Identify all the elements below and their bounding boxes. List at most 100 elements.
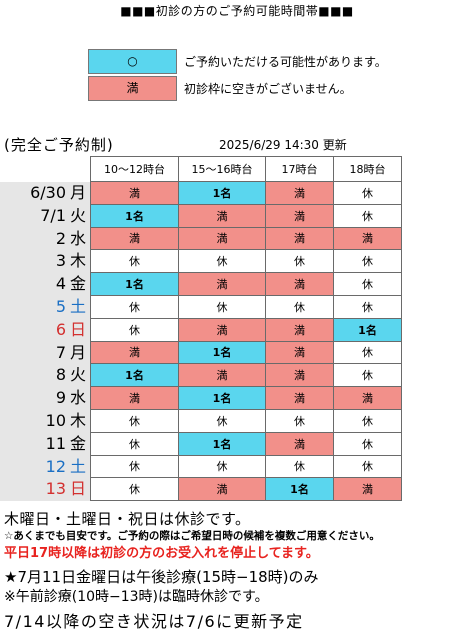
slot-cell: 休 [333,272,402,296]
slot-cell: 休 [265,454,334,479]
weekday: 金 [69,274,86,294]
table-row: 休休休休 [90,408,402,433]
slot-cell: 休 [265,294,334,319]
slot-cell: 満 [265,363,334,388]
legend-full-swatch: 満 [88,76,177,101]
slot-cell: 休 [90,431,179,456]
table-header-row: 10〜12時台 15〜16時台 17時台 18時台 [90,156,402,182]
slot-cell: 1名 [178,340,266,365]
slot-cell: 休 [333,203,402,228]
schedule-table: 10〜12時台 15〜16時台 17時台 18時台 満 1名満休 1名満満休満満満満… [90,156,402,502]
slot-cell: 満 [178,477,266,502]
slot-cell: 満 [265,431,334,456]
slot-cell: 休 [178,408,266,433]
date-number: 4 [55,274,66,294]
date-label: 6/30 月 [0,182,90,205]
slot-cell: 満 [178,203,266,228]
slot-cell: 満 [265,203,334,228]
slot-cell: 休 [90,408,179,433]
slot-cell: 休 [333,340,402,365]
table-row: 休休休休 [90,454,402,479]
date-number: 7/1 [40,205,66,225]
slot-cell: 休 [178,294,266,319]
slot-cell: 休 [90,294,179,319]
slot-cell: 1名 [178,181,266,205]
slot-cell: 満 [90,181,179,205]
slot-cell: 休 [333,181,402,205]
slot-cell: 満 [90,340,179,365]
date-number: 13 [45,479,66,499]
weekday: 日 [69,319,86,339]
slot-cell: 休 [333,431,402,456]
slot-cell: 満 [265,340,334,365]
slot-cell: 満 [265,386,334,410]
weekday: 火 [69,205,86,225]
slot-cell: 休 [265,249,334,274]
date-label: 10 木 [0,409,90,433]
weekday: 土 [69,456,86,476]
weekday: 火 [69,365,86,385]
column-header: 18時台 [333,156,402,182]
table-row: 休休休休 [90,294,402,319]
date-number: 5 [55,296,66,316]
slot-cell: 満 [265,272,334,296]
legend-available-swatch: ○ [88,49,177,74]
date-label: 11 金 [0,432,90,456]
date-number: 3 [55,251,66,271]
slot-cell: 1名 [178,386,266,410]
weekday: 月 [69,342,86,362]
table-row: 満 1名満休 [90,340,402,365]
slot-cell: 満 [265,226,334,251]
slot-cell: 満 [333,226,402,251]
table-row: 休満 1名満 [90,477,402,502]
page-title: ■■■初診の方のご予約可能時間帯■■■ [120,4,354,18]
date-number: 10 [45,410,66,430]
table-row: 休満満 1名 [90,317,402,342]
date-label: 13 日 [0,478,90,502]
date-column: 6/30 月 7/1 火 2 水 3 木 4 金 5 土 6 日 7 月 8 火 9 水 10 木 11 金 12 土 13 日 [0,182,90,502]
slot-cell: 休 [265,408,334,433]
weekday: 日 [69,479,86,499]
closed-days-note: 木曜日・土曜日・祝日は休診です。 [4,510,251,528]
slot-cell: 満 [265,181,334,205]
slot-cell: 休 [333,363,402,388]
legend-available-text: ご予約いただける可能性があります。 [184,55,387,69]
table-row: 1名満満休 [90,203,402,228]
date-number: 12 [45,456,66,476]
date-number: 2 [55,228,66,248]
table-row: 1名満満休 [90,272,402,296]
weekday: 水 [69,388,86,408]
slot-cell: 1名 [90,203,179,228]
slot-cell: 1名 [90,272,179,296]
slot-cell: 1名 [90,363,179,388]
date-number: 11 [45,433,66,453]
updated-timestamp: 2025/6/29 14:30 更新 [219,138,347,152]
table-row: 満 1名満満 [90,386,402,410]
table-row: 休休休休 [90,249,402,274]
estimate-note: ☆あくまでも目安です。ご予約の際はご希望日時の候補を複数ご用意ください。 [4,530,380,542]
column-header: 17時台 [265,156,334,182]
date-number: 6/30 [30,183,66,202]
column-header: 10〜12時台 [90,156,179,182]
slot-cell: 1名 [333,317,402,342]
weekday: 月 [69,183,86,202]
slot-cell: 休 [333,249,402,274]
weekday: 金 [69,433,86,453]
notes: 木曜日・土曜日・祝日は休診です。 ☆あくまでも目安です。ご予約の際はご希望日時の… [4,510,472,635]
legend-full-text: 初診枠に空きがございません。 [184,82,352,96]
table-row: 休 1名満休 [90,431,402,456]
slot-cell: 1名 [178,431,266,456]
slot-cell: 満 [90,226,179,251]
slot-cell: 満 [90,386,179,410]
slot-cell: 満 [333,477,402,502]
slot-cell: 満 [178,317,266,342]
friday-note: ★7月11日金曜日は午後診療(15時−18時)のみ [4,568,319,586]
slot-cell: 休 [333,454,402,479]
